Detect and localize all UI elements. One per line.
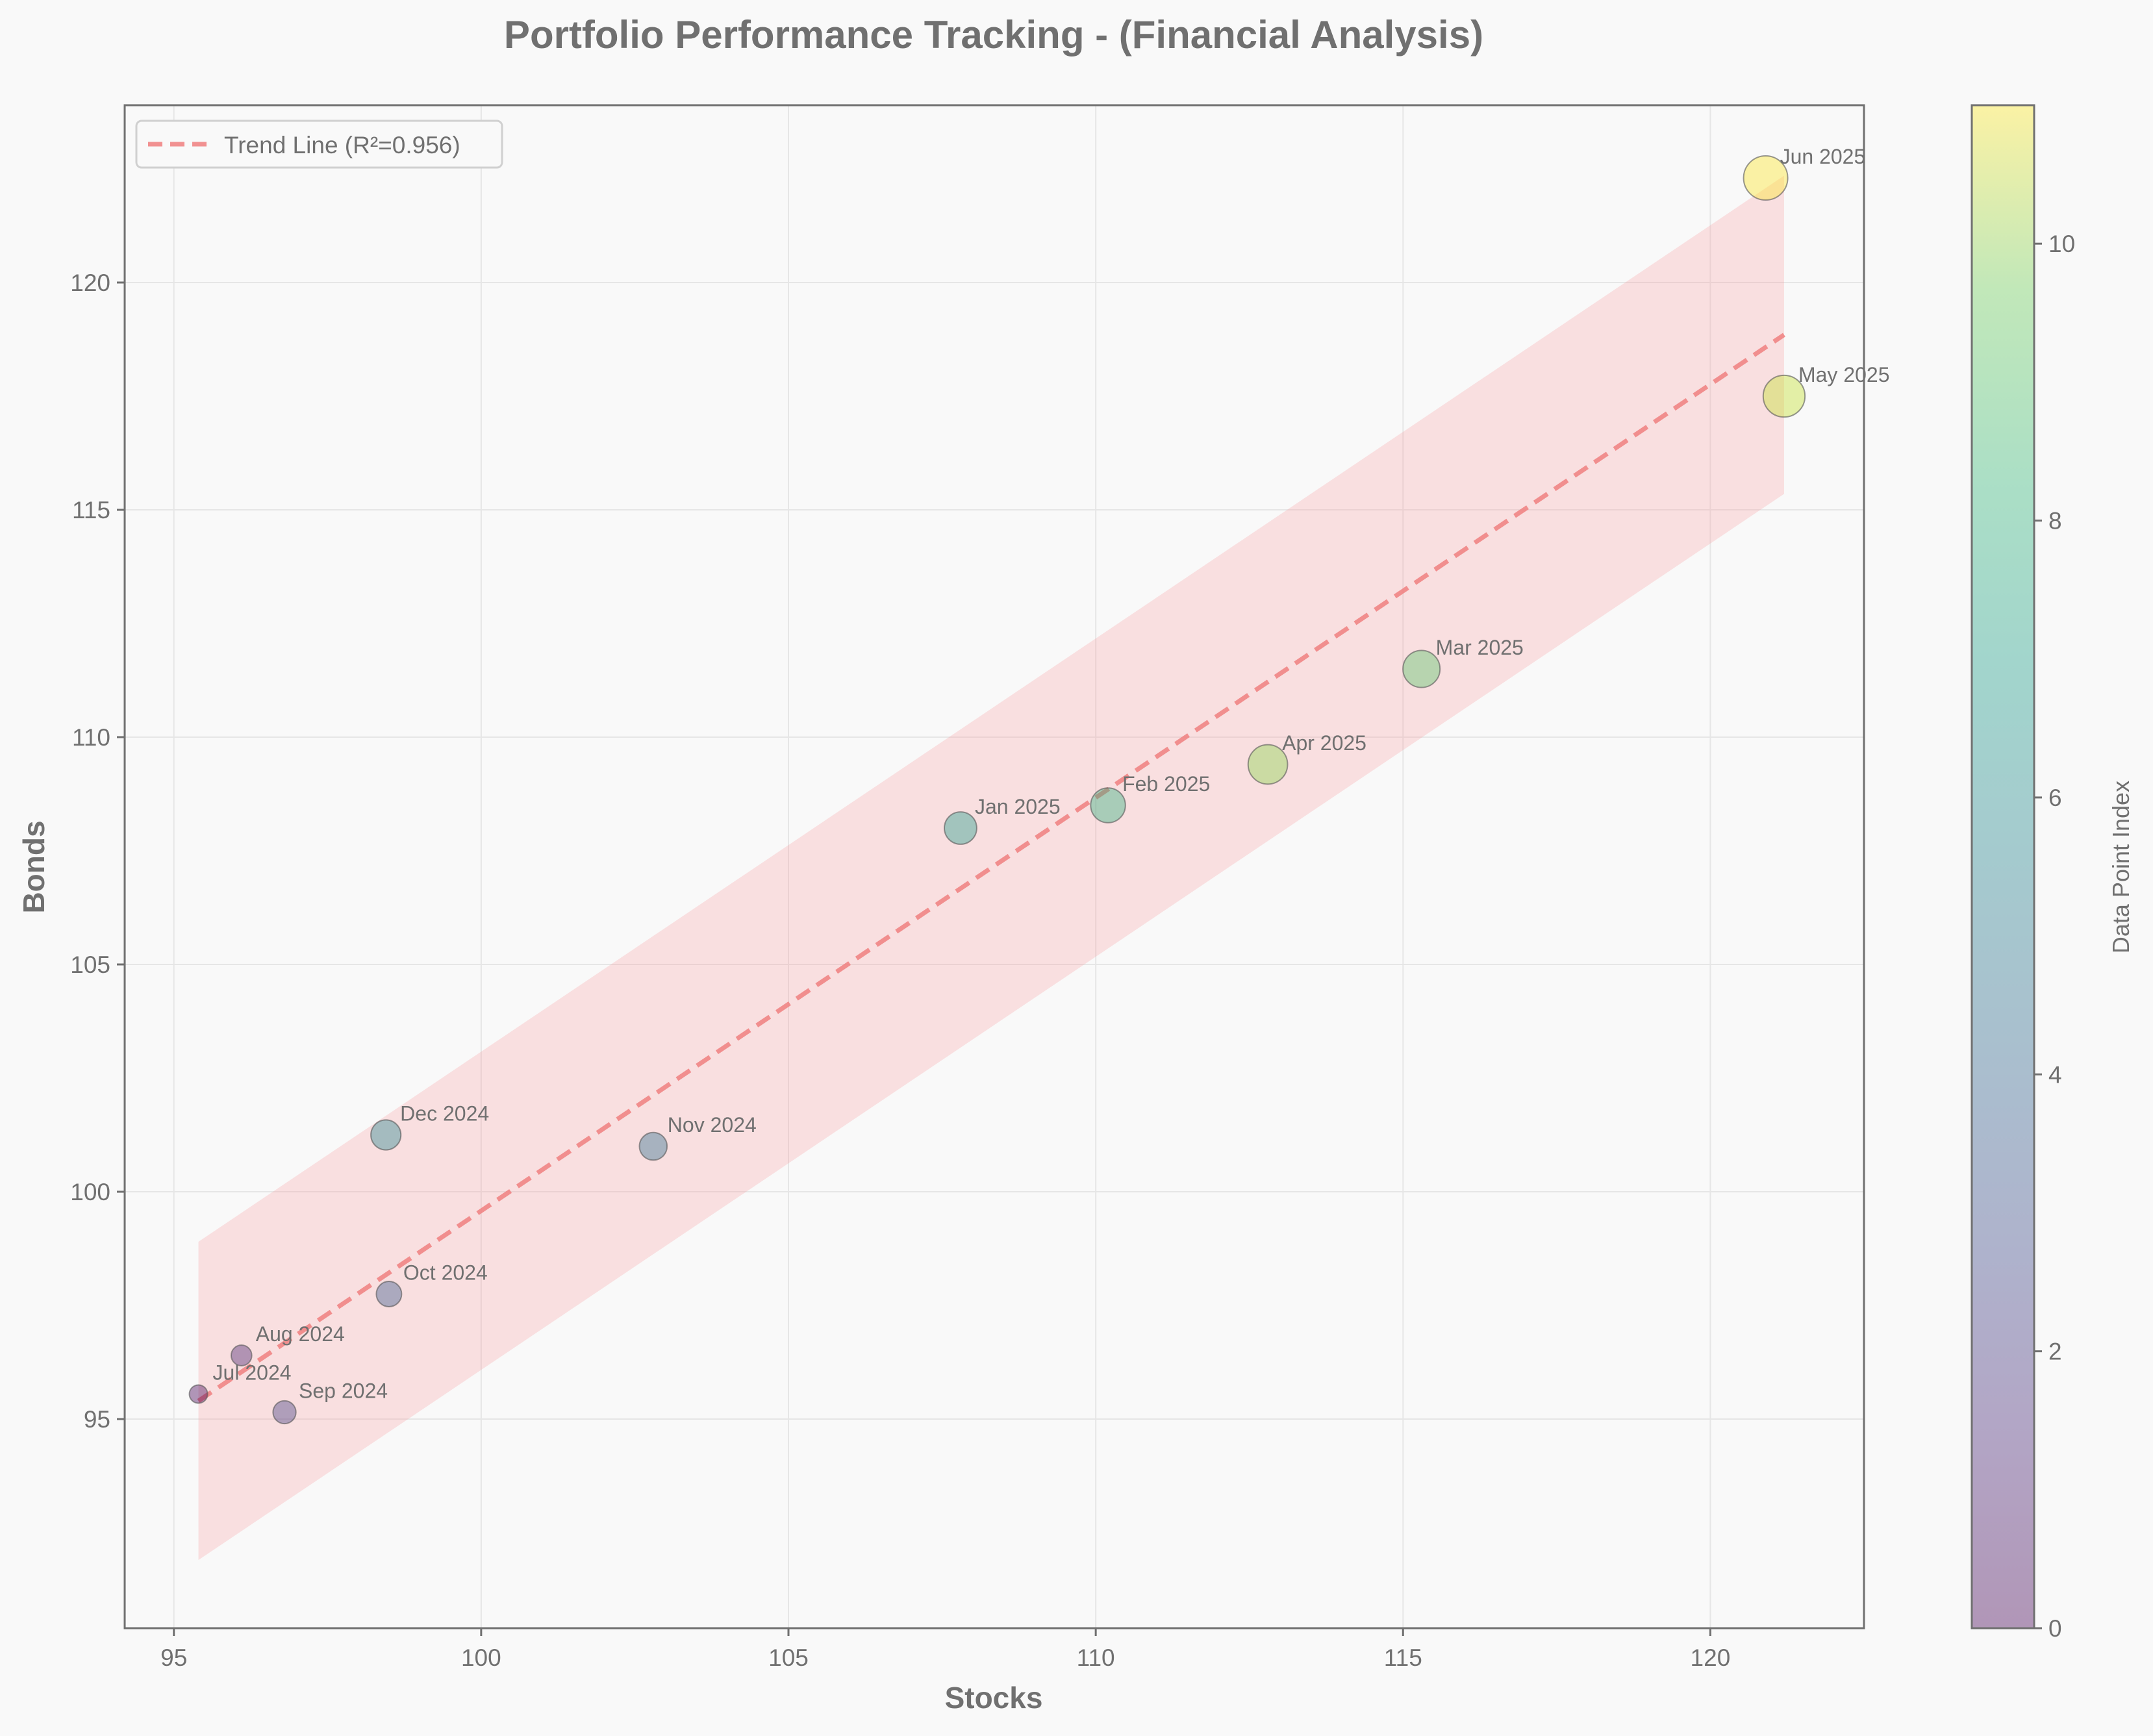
- point-label: Sep 2024: [299, 1379, 388, 1403]
- x-tick-label: 110: [1077, 1644, 1115, 1671]
- x-tick-label: 120: [1691, 1644, 1731, 1671]
- legend-trend-label: Trend Line (R²=0.956): [224, 132, 460, 158]
- colorbar-tick-label: 8: [2048, 508, 2062, 535]
- data-point: [1762, 374, 1806, 418]
- y-axis-label: Bonds: [17, 820, 51, 913]
- point-label: Oct 2024: [403, 1261, 488, 1285]
- colorbar-tick-label: 10: [2048, 231, 2075, 257]
- y-tick-label: 95: [84, 1406, 110, 1433]
- colorbar-tick-label: 6: [2048, 785, 2062, 811]
- colorbar-ticks: 0 2 4 6 8 10: [2034, 231, 2075, 1642]
- colorbar-tick-label: 0: [2048, 1615, 2062, 1642]
- x-tick-label: 105: [768, 1644, 809, 1671]
- y-tick-label: 120: [70, 270, 110, 296]
- y-tick-label: 105: [70, 951, 110, 978]
- data-point: [638, 1131, 668, 1161]
- trend-line: [197, 333, 1785, 1403]
- x-axis-label: Stocks: [945, 1681, 1043, 1715]
- data-point: [944, 811, 977, 845]
- point-label: Jul 2024: [213, 1361, 292, 1385]
- colorbar-frame: [1970, 104, 2035, 1629]
- plot-frame: [123, 104, 1865, 1629]
- y-tick-label: 110: [72, 724, 110, 751]
- y-tick-label: 115: [72, 497, 110, 523]
- colorbar-gradient: [1972, 105, 2034, 1628]
- legend-frame: [135, 120, 503, 169]
- plot-area: 95 100 105 110 115 120 95 100 105 110 115 120 Jul 20…: [70, 104, 1890, 1671]
- legend: Trend Line (R²=0.956): [135, 120, 503, 169]
- point-label: Aug 2024: [256, 1322, 345, 1346]
- confidence-band: [198, 175, 1784, 1560]
- point-label: Jun 2025: [1780, 145, 1866, 168]
- point-label: Dec 2024: [400, 1102, 489, 1126]
- point-label: May 2025: [1798, 363, 1890, 386]
- data-point: [1247, 744, 1289, 785]
- colorbar-tick-label: 4: [2048, 1061, 2062, 1088]
- data-point: [272, 1400, 297, 1425]
- x-tick-label: 95: [160, 1644, 187, 1671]
- data-point: [188, 1384, 208, 1404]
- plot-background: [125, 105, 1864, 1628]
- data-point: [1743, 155, 1789, 201]
- point-label: Mar 2025: [1436, 636, 1524, 659]
- colorbar-label: Data Point Index: [2108, 781, 2134, 953]
- point-label: Nov 2024: [668, 1113, 757, 1137]
- data-point: [375, 1281, 403, 1307]
- x-tick-label: 115: [1384, 1644, 1422, 1671]
- data-point: [1090, 787, 1126, 824]
- y-tick-label: 100: [70, 1179, 110, 1205]
- point-label: Apr 2025: [1282, 731, 1366, 755]
- x-tick-label: 100: [461, 1644, 501, 1671]
- data-point: [1402, 649, 1441, 688]
- colorbar: 0 2 4 6 8 10 Data Point Index: [1970, 104, 2134, 1642]
- point-label: Jan 2025: [975, 795, 1061, 818]
- chart-title: Portfolio Performance Tracking - (Financ…: [504, 13, 1483, 57]
- data-point: [230, 1344, 253, 1366]
- colorbar-tick-label: 2: [2048, 1339, 2062, 1365]
- point-label: Feb 2025: [1122, 772, 1210, 796]
- data-point: [370, 1119, 402, 1151]
